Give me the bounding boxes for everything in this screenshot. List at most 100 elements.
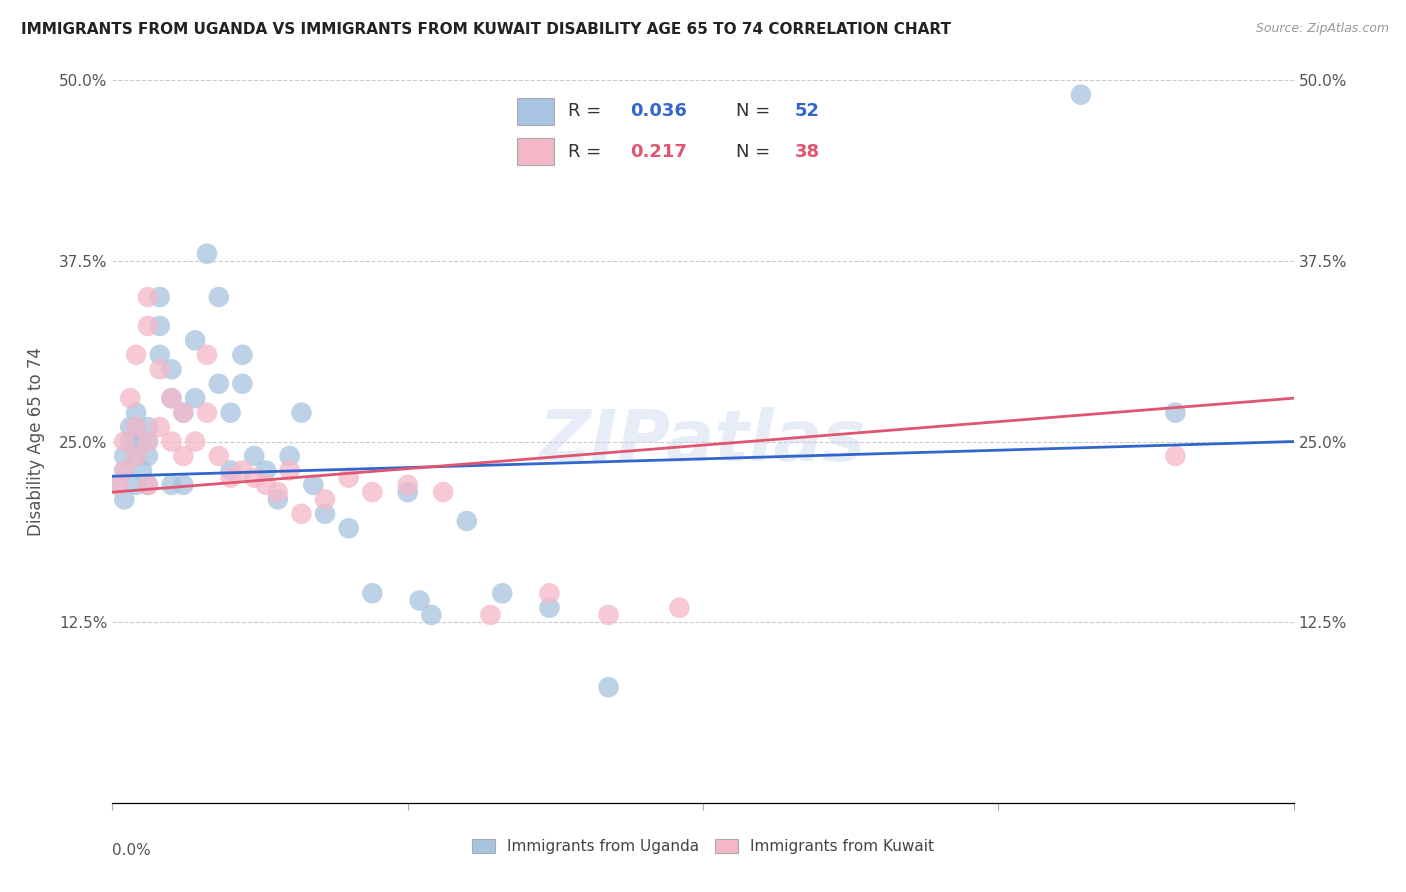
FancyBboxPatch shape [517, 98, 554, 125]
Point [456, 514, 478, 528]
Point [125, 478, 148, 492]
Point [136, 420, 159, 434]
Text: 38: 38 [794, 143, 820, 161]
Point [172, 406, 194, 420]
Point [219, 463, 242, 477]
Point [172, 478, 194, 492]
Text: Source: ZipAtlas.com: Source: ZipAtlas.com [1256, 22, 1389, 36]
Point [120, 391, 142, 405]
Point [337, 470, 360, 484]
Text: N =: N = [737, 143, 776, 161]
Point [149, 318, 172, 333]
Point [125, 406, 148, 420]
Text: 0.0%: 0.0% [112, 843, 152, 857]
Text: ZIPatlas: ZIPatlas [540, 407, 866, 476]
Point [290, 507, 312, 521]
Point [184, 334, 207, 348]
Point [361, 586, 384, 600]
Point [290, 406, 312, 420]
Text: R =: R = [568, 143, 613, 161]
Point [136, 434, 159, 449]
Point [1164, 449, 1187, 463]
Point [125, 420, 148, 434]
Point [231, 376, 253, 391]
Point [219, 406, 242, 420]
Point [1070, 87, 1092, 102]
Point [160, 391, 183, 405]
Text: IMMIGRANTS FROM UGANDA VS IMMIGRANTS FROM KUWAIT DISABILITY AGE 65 TO 74 CORRELA: IMMIGRANTS FROM UGANDA VS IMMIGRANTS FRO… [21, 22, 950, 37]
Text: R =: R = [568, 103, 607, 120]
Point [149, 348, 172, 362]
Text: 0.217: 0.217 [630, 143, 688, 161]
Point [160, 434, 183, 449]
Point [136, 290, 159, 304]
Point [112, 434, 135, 449]
Point [136, 449, 159, 463]
Point [396, 478, 419, 492]
Point [208, 376, 231, 391]
Point [491, 586, 513, 600]
Point [136, 478, 159, 492]
Point [131, 434, 153, 449]
Point [131, 463, 153, 477]
Point [160, 391, 183, 405]
Point [112, 463, 135, 477]
Point [195, 246, 218, 260]
Point [314, 507, 336, 521]
Point [184, 434, 207, 449]
Point [195, 348, 218, 362]
Point [432, 485, 454, 500]
Point [107, 478, 129, 492]
Point [538, 586, 561, 600]
Point [267, 492, 290, 507]
Point [231, 463, 253, 477]
Point [420, 607, 443, 622]
Point [598, 607, 620, 622]
Point [361, 485, 384, 500]
Point [160, 362, 183, 376]
Point [396, 485, 419, 500]
Point [184, 391, 207, 405]
Point [136, 478, 159, 492]
Point [243, 470, 266, 484]
Point [120, 434, 142, 449]
Point [172, 406, 194, 420]
Point [125, 434, 148, 449]
Text: N =: N = [737, 103, 776, 120]
Text: 0.036: 0.036 [630, 103, 688, 120]
Point [1164, 406, 1187, 420]
Point [120, 420, 142, 434]
Point [125, 449, 148, 463]
Point [302, 478, 325, 492]
Point [195, 406, 218, 420]
Point [160, 478, 183, 492]
Point [278, 449, 301, 463]
Point [136, 318, 159, 333]
Point [149, 290, 172, 304]
Legend: Immigrants from Uganda, Immigrants from Kuwait: Immigrants from Uganda, Immigrants from … [465, 833, 941, 860]
Point [408, 593, 430, 607]
Point [598, 680, 620, 694]
Point [479, 607, 502, 622]
Point [538, 600, 561, 615]
Point [112, 492, 135, 507]
Point [112, 449, 135, 463]
Point [208, 449, 231, 463]
Point [125, 348, 148, 362]
Point [254, 478, 277, 492]
Point [267, 485, 290, 500]
Point [125, 420, 148, 434]
FancyBboxPatch shape [517, 138, 554, 165]
Point [208, 290, 231, 304]
Point [254, 463, 277, 477]
Point [136, 434, 159, 449]
Point [125, 449, 148, 463]
Point [278, 463, 301, 477]
Point [668, 600, 690, 615]
Point [172, 449, 194, 463]
Point [337, 521, 360, 535]
Point [231, 348, 253, 362]
Point [149, 362, 172, 376]
Point [107, 478, 129, 492]
Point [112, 463, 135, 477]
